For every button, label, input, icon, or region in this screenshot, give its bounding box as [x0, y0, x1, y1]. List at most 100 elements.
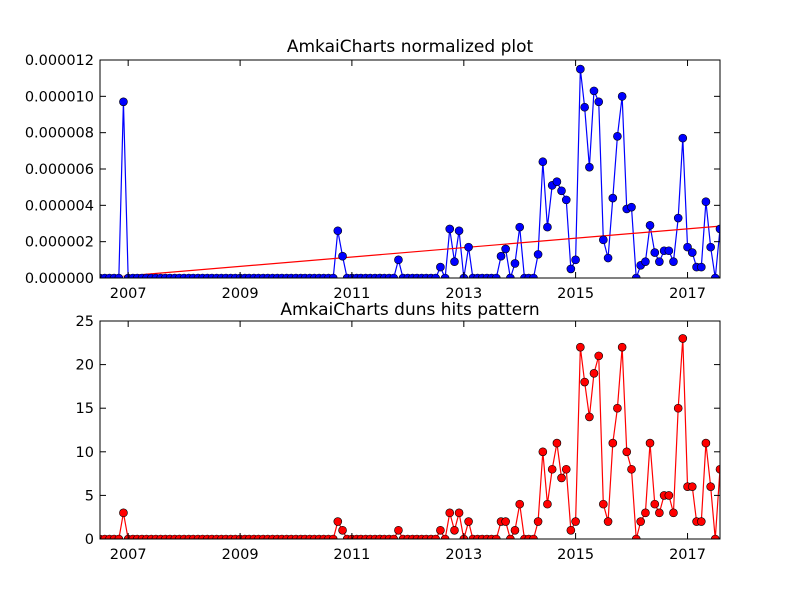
chart-bottom-series-0-point-129: [697, 518, 705, 526]
chart-top-series-0-point-109: [604, 254, 612, 262]
chart-top-series-0-point-64: [394, 256, 402, 264]
chart-bottom-series-0-point-87: [502, 518, 510, 526]
chart-top-title: AmkaiCharts normalized plot: [287, 37, 534, 57]
chart-top-series-0-point-79: [465, 243, 473, 251]
chart-bottom-series-0-point-95: [539, 448, 547, 456]
chart-bottom-series-0-point-109: [604, 518, 612, 526]
chart-top-series-0-point-130: [702, 198, 710, 206]
chart-bottom-y-tick-label-4: 20: [76, 358, 94, 374]
chart-bottom-x-tick-label-3: 2013: [445, 547, 482, 563]
chart-top-series-0-point-102: [572, 256, 580, 264]
chart-top-series-0-point-111: [613, 132, 621, 140]
chart-top-series-0-point-77: [455, 227, 463, 235]
chart-bottom-series-0-point-119: [651, 500, 659, 508]
chart-bottom-series-0-point-96: [543, 500, 551, 508]
chart-bottom-x-tick-label-2: 2011: [333, 547, 370, 563]
chart-top-series-0-point-87: [502, 245, 510, 253]
chart-bottom-series-0-point-52: [339, 526, 347, 534]
chart-bottom-series-0-point-79: [465, 518, 473, 526]
chart-top-series-0-point-122: [665, 247, 673, 255]
chart-top-series-0-point-103: [576, 65, 584, 73]
chart-bottom-series-0-point-90: [516, 500, 524, 508]
chart-top-series-0-point-106: [590, 87, 598, 95]
chart-top-series-0-point-86: [497, 252, 505, 260]
chart-top-series-0-point-107: [595, 98, 603, 106]
chart-top-y-tick-label-3: 0.000006: [25, 162, 94, 178]
chart-bottom-series-0-point-97: [548, 465, 556, 473]
chart-top-series-0-point-75: [446, 225, 454, 233]
chart-top-series-0-point-94: [534, 250, 542, 258]
chart-top-y-tick-label-1: 0.000002: [25, 235, 94, 251]
chart-top-series-0-point-131: [707, 243, 715, 251]
chart-bottom-series-0-point-112: [618, 343, 626, 351]
chart-top-y-tick-label-5: 0.000010: [25, 89, 94, 105]
chart-top-series-0-point-108: [599, 236, 607, 244]
chart-top-series-0-point-89: [511, 259, 519, 267]
chart-bottom-series-0-point-122: [665, 491, 673, 499]
chart-top-y-tick-label-2: 0.000004: [25, 198, 94, 214]
chart-bottom-y-tick-label-1: 5: [85, 488, 94, 504]
chart-bottom-series-0-point-111: [613, 404, 621, 412]
chart-top-x-tick-label-5: 2017: [669, 286, 706, 302]
chart-bottom-series-0-point-104: [581, 378, 589, 386]
chart-bottom-series-0-point-125: [679, 334, 687, 342]
chart-top-x-tick-label-1: 2009: [222, 286, 259, 302]
chart-bottom-x-tick-label-1: 2009: [222, 547, 259, 563]
chart-bottom-y-tick-label-0: 0: [85, 532, 94, 548]
chart-bottom-series-0-point-102: [572, 518, 580, 526]
chart-bottom-title: AmkaiCharts duns hits pattern: [280, 300, 539, 320]
chart-bottom-series-0-point-118: [646, 439, 654, 447]
chart-top-series-0-point-52: [339, 252, 347, 260]
chart-top-series-0-point-129: [697, 263, 705, 271]
chart-bottom-series-0-point-77: [455, 509, 463, 517]
chart-top-series-0-point-51: [334, 227, 342, 235]
chart-top-series-0-point-76: [450, 258, 458, 266]
chart-bottom-series-0-point-73: [436, 526, 444, 534]
chart-bottom-series-0-point-100: [562, 465, 570, 473]
chart-bottom-series-0-point-106: [590, 369, 598, 377]
chart-bottom-series-0-point-114: [627, 465, 635, 473]
chart-top-series-0-point-110: [609, 194, 617, 202]
chart-bottom-series-0-point-110: [609, 439, 617, 447]
chart-top-x-tick-label-0: 2007: [110, 286, 147, 302]
chart-top-series-0-point-5: [119, 98, 127, 106]
chart-bottom-series-0-point-113: [623, 448, 631, 456]
chart-bottom-x-tick-label-4: 2015: [557, 547, 594, 563]
chart-bottom-x-tick-label-5: 2017: [669, 547, 706, 563]
chart-bottom-series-0-point-103: [576, 343, 584, 351]
chart-top-series-0-point-118: [646, 221, 654, 229]
chart-top-series-0-point-119: [651, 249, 659, 257]
chart-top-series-0-point-96: [543, 223, 551, 231]
chart-bottom-series-0-point-131: [707, 483, 715, 491]
chart-top-series-0-point-98: [553, 178, 561, 186]
chart-top-series-0-point-101: [567, 265, 575, 273]
chart-bottom-y-tick-label-2: 10: [76, 445, 94, 461]
chart-top-y-tick-label-0: 0.000000: [25, 271, 94, 287]
chart-bottom-series-0-point-89: [511, 526, 519, 534]
chart-bottom-y-tick-label-5: 25: [76, 314, 94, 330]
chart-bottom-series-0-point-107: [595, 352, 603, 360]
chart-top-series-0-point-99: [558, 187, 566, 195]
chart-bottom-x-tick-label-0: 2007: [110, 547, 147, 563]
chart-top-series-0-point-95: [539, 158, 547, 166]
chart-top-series-0-point-90: [516, 223, 524, 231]
chart-top-series-0-point-127: [688, 249, 696, 257]
chart-bottom-series-0-point-5: [119, 509, 127, 517]
chart-top-x-tick-label-4: 2015: [557, 286, 594, 302]
chart-bottom-series-0-point-130: [702, 439, 710, 447]
chart-bottom-series-0-point-64: [394, 526, 402, 534]
chart-top-series-0-point-112: [618, 92, 626, 100]
chart-top-series-0-point-123: [669, 258, 677, 266]
chart-bottom-series-0-point-120: [655, 509, 663, 517]
chart-top-series-0-point-120: [655, 258, 663, 266]
chart-bottom-series-0-point-108: [599, 500, 607, 508]
chart-top-y-tick-label-4: 0.000008: [25, 126, 94, 142]
chart-bottom-series-0-point-105: [585, 413, 593, 421]
chart-top-series-0-point-114: [627, 203, 635, 211]
chart-bottom-series-0-point-101: [567, 526, 575, 534]
chart-bottom-series-0-point-51: [334, 518, 342, 526]
chart-top-series-0-point-100: [562, 196, 570, 204]
chart-top-series-0-point-105: [585, 163, 593, 171]
chart-bottom-series-0-point-123: [669, 509, 677, 517]
